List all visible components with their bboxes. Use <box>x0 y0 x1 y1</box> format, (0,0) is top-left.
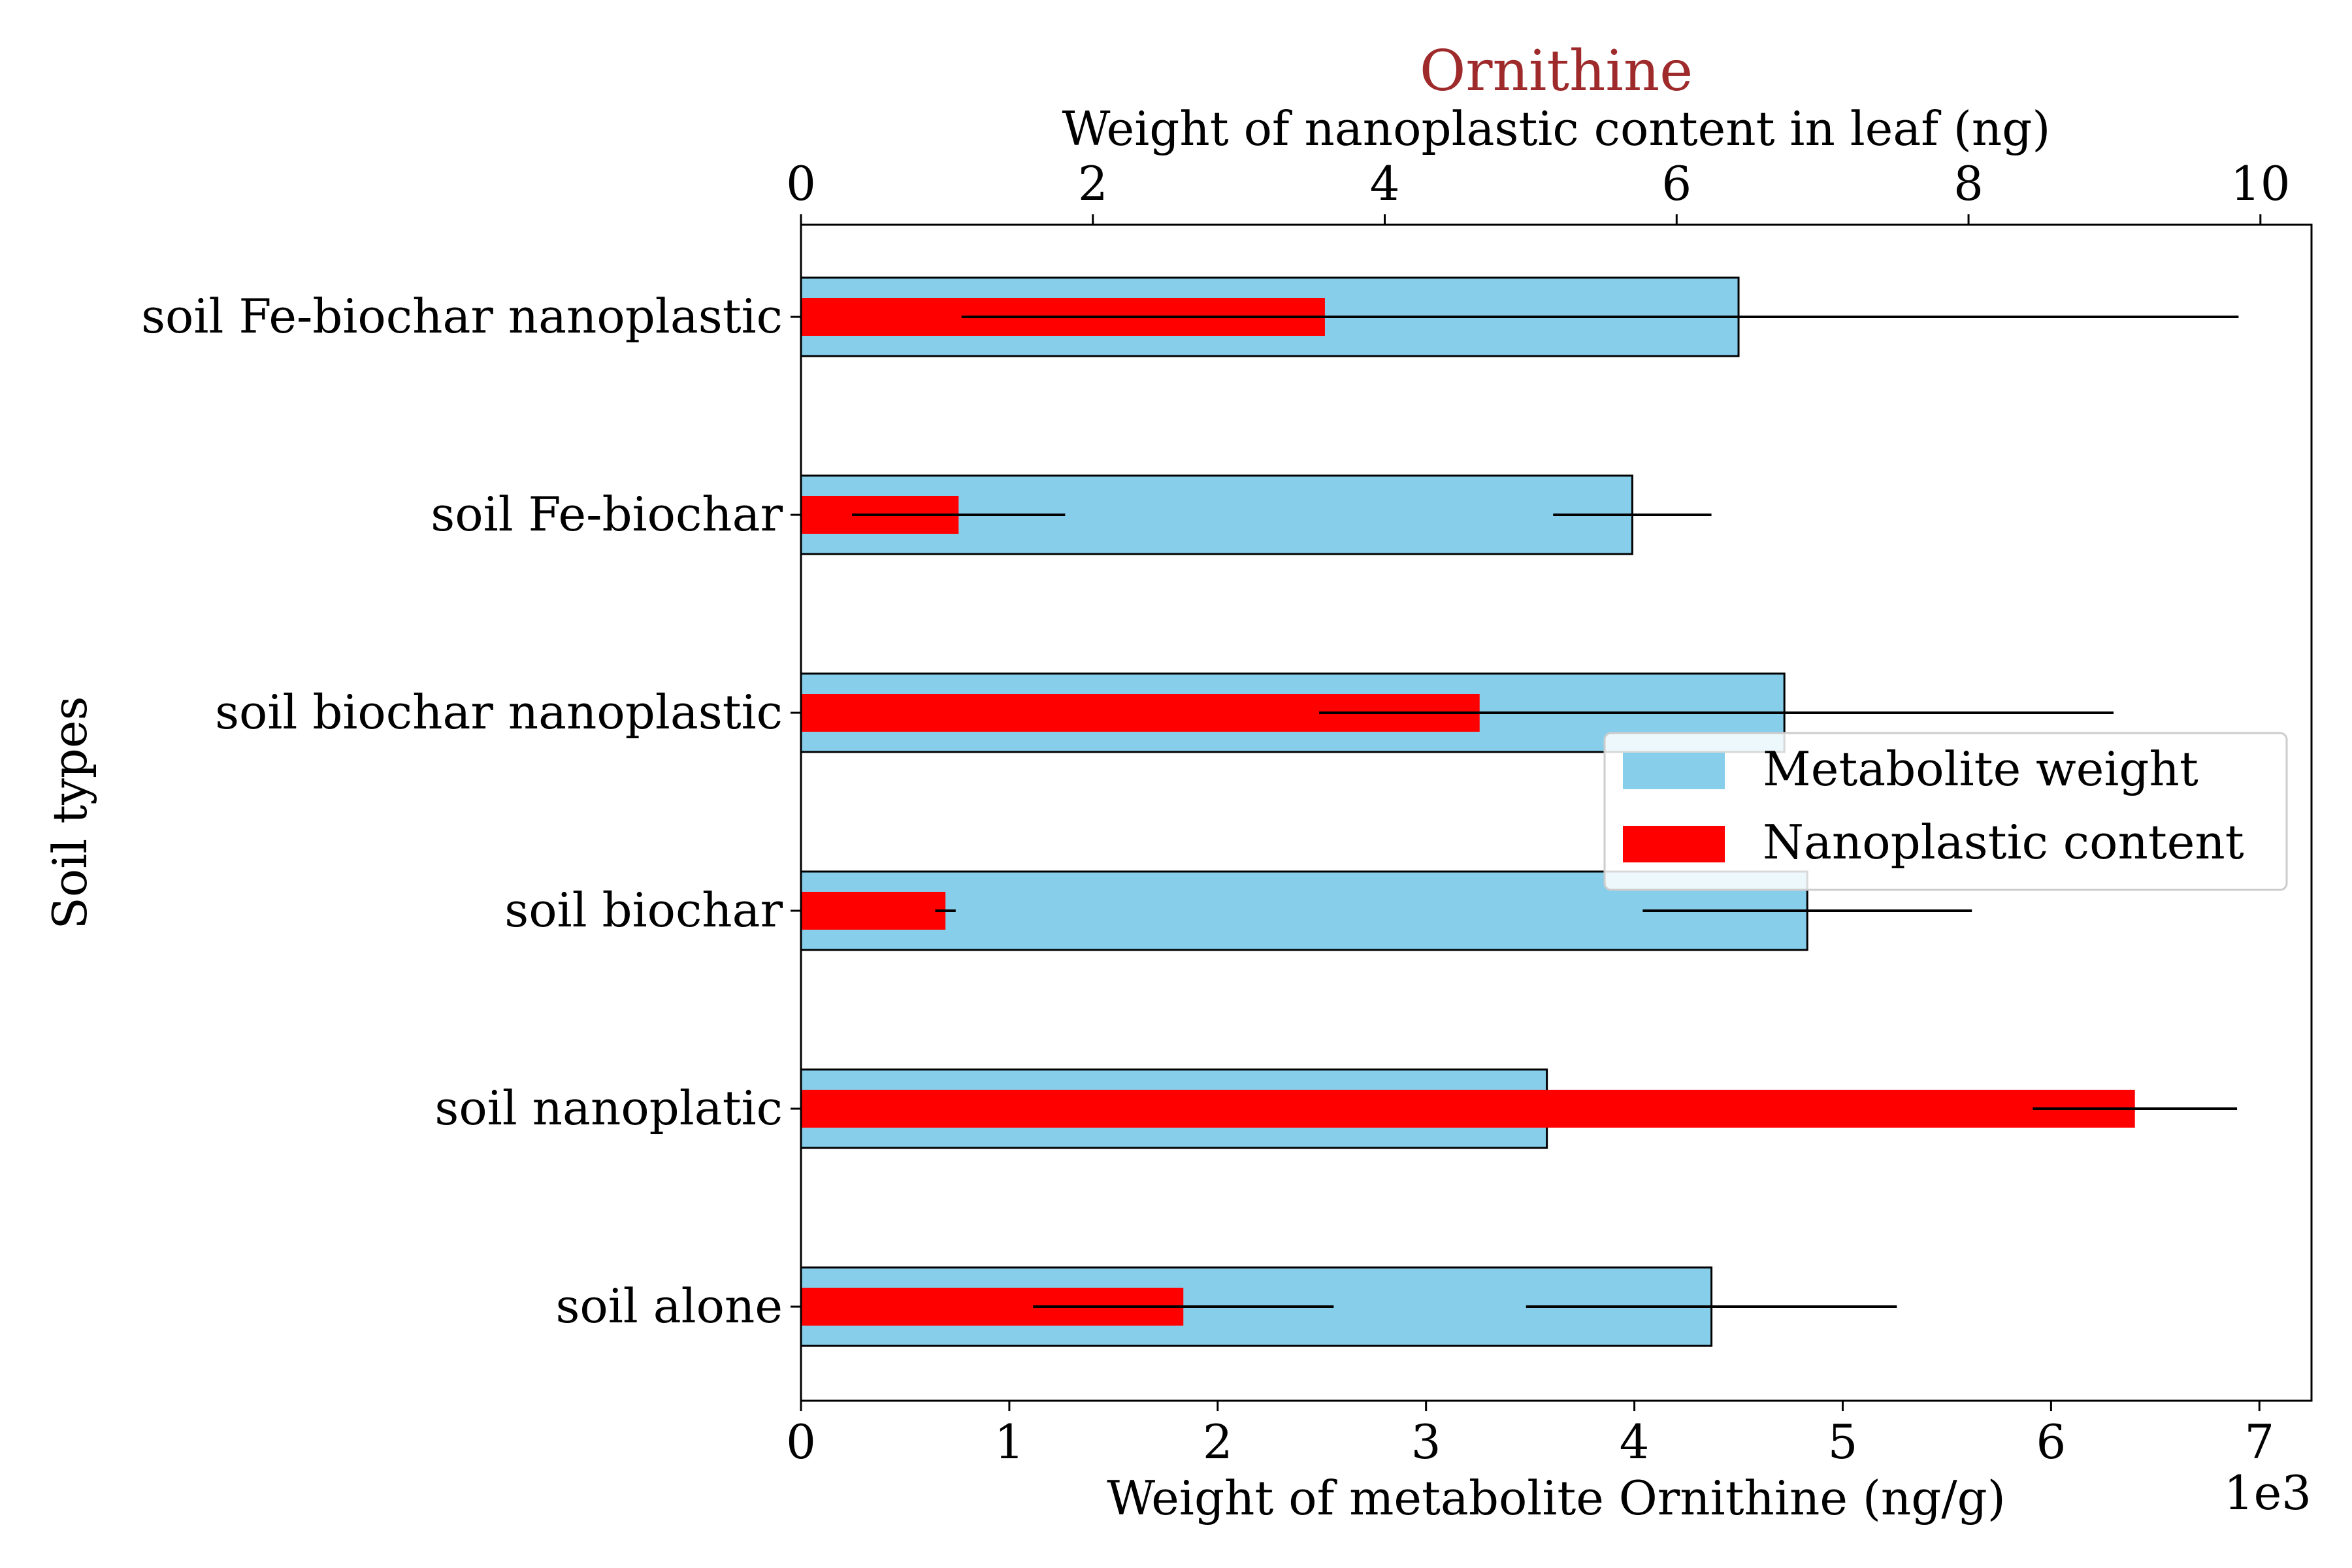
legend-label-nanoplastic: Nanoplastic content <box>1763 815 2244 870</box>
top-tick-label: 10 <box>2230 156 2291 211</box>
y-tick-label: soil biochar nanoplastic <box>215 685 783 740</box>
top-tick-label: 4 <box>1370 156 1400 211</box>
y-tick-label: soil Fe-biochar <box>431 487 783 542</box>
bottom-tick-label: 4 <box>1620 1414 1650 1469</box>
legend-swatch-metabolite <box>1623 753 1725 789</box>
legend: Metabolite weight Nanoplastic content <box>1603 732 2288 891</box>
top-tick-label: 2 <box>1078 156 1108 211</box>
bottom-tick-label: 0 <box>786 1414 816 1469</box>
bottom-axis-multiplier: 1e3 <box>2224 1465 2311 1520</box>
nanoplastic-bar <box>801 892 946 930</box>
legend-box <box>1603 732 2288 891</box>
nanoplastic-error-bars <box>852 316 2238 1308</box>
bottom-tick-label: 2 <box>1203 1414 1233 1469</box>
bottom-tick-label: 5 <box>1828 1414 1858 1469</box>
y-tick-label: soil nanoplatic <box>434 1081 783 1135</box>
top-axis-label: Weight of nanoplastic content in leaf (n… <box>1062 101 2051 156</box>
y-tick-label: soil Fe-biochar nanoplastic <box>141 289 783 344</box>
y-axis-ticks: soil Fe-biochar nanoplastic soil Fe-bioch… <box>141 289 801 1333</box>
y-tick-label: soil alone <box>555 1279 783 1333</box>
legend-swatch-nanoplastic <box>1623 826 1725 862</box>
legend-label-metabolite: Metabolite weight <box>1763 742 2198 796</box>
nanoplastic-bar <box>801 1090 2135 1128</box>
bottom-axis-ticks: 0 1 2 3 4 5 6 7 <box>786 1401 2274 1469</box>
bottom-tick-label: 1 <box>994 1414 1024 1469</box>
top-tick-label: 8 <box>1953 156 1984 211</box>
top-tick-label: 6 <box>1661 156 1691 211</box>
y-tick-label: soil biochar <box>504 883 783 938</box>
bottom-tick-label: 3 <box>1411 1414 1441 1469</box>
top-tick-label: 0 <box>786 156 816 211</box>
top-axis-ticks: 0 2 4 6 8 10 <box>786 156 2291 225</box>
bottom-tick-label: 6 <box>2036 1414 2066 1469</box>
bottom-tick-label: 7 <box>2244 1414 2274 1469</box>
chart-title: Ornithine <box>1420 39 1693 104</box>
plot-frame <box>800 223 2313 1402</box>
y-axis-label: Soil types <box>42 696 97 930</box>
bottom-axis-label: Weight of metabolite Ornithine (ng/g) <box>1107 1471 2006 1526</box>
